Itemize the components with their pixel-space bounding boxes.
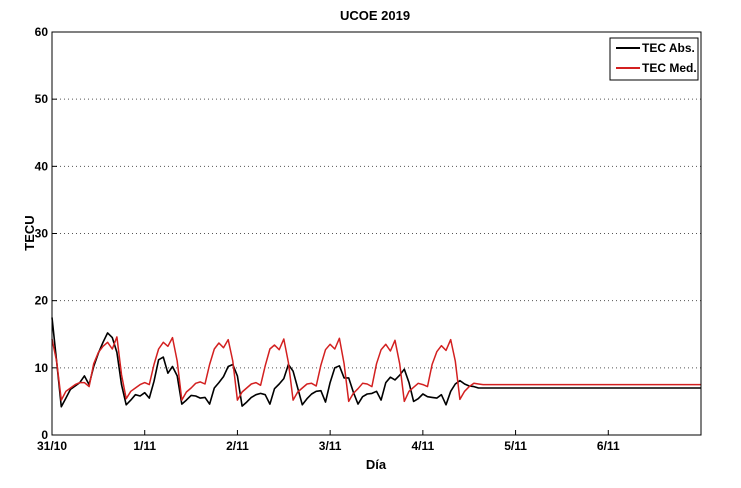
y-tick-label: 50: [35, 92, 49, 106]
x-axis-ticks: 31/10 1/11 2/11 3/11 4/11 5/11 6/11: [37, 430, 620, 453]
plot-frame: [51, 31, 702, 436]
legend-box: [609, 37, 699, 81]
y-axis-ticks: 0 10 20 30 40 50 60: [35, 25, 57, 442]
chart-title: UCOE 2019: [340, 8, 410, 23]
y-tick-label: 40: [35, 159, 49, 173]
y-tick-label: 20: [35, 294, 49, 308]
legend: TEC Abs. TEC Med.: [609, 37, 699, 81]
y-tick-label: 60: [35, 25, 49, 39]
x-axis-title: Día: [366, 457, 387, 472]
x-tick-label: 3/11: [319, 439, 342, 453]
series-group: [51, 317, 701, 408]
grid-lines: [52, 98, 701, 369]
series-line-tec-abs: [51, 317, 701, 408]
x-tick-label: 1/11: [133, 439, 156, 453]
legend-label-tec-abs: TEC Abs.: [642, 41, 695, 55]
y-tick-label: 30: [35, 227, 49, 241]
x-tick-label: 5/11: [504, 439, 527, 453]
y-tick-label: 10: [35, 361, 49, 375]
y-axis-title: TECU: [22, 215, 37, 250]
x-tick-label: 6/11: [597, 439, 620, 453]
legend-label-tec-med: TEC Med.: [642, 61, 697, 75]
x-tick-label: 4/11: [412, 439, 435, 453]
y-tick-label: 0: [41, 428, 48, 442]
series-line-tec-med: [51, 336, 701, 403]
x-tick-label: 31/10: [37, 439, 67, 453]
x-tick-label: 2/11: [226, 439, 249, 453]
